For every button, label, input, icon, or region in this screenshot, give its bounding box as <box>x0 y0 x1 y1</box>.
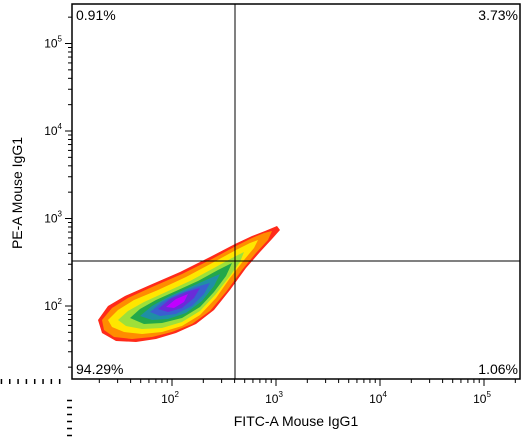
x-axis-title: FITC-A Mouse IgG1 <box>234 413 359 429</box>
density-layer-magenta <box>166 294 188 308</box>
x-tick-label: 104 <box>369 390 387 406</box>
density-cloud <box>98 226 280 342</box>
quadrant-lower-left-label: 94.29% <box>76 361 123 377</box>
x-tick-label: 103 <box>265 390 283 406</box>
x-tick-label: 105 <box>473 390 491 406</box>
y-tick-label: 105 <box>44 35 62 51</box>
quadrant-lower-right-label: 1.06% <box>478 361 518 377</box>
y-axis-title: PE-A Mouse IgG1 <box>9 137 25 249</box>
axes-group: -101102103104105102103104105 <box>0 16 516 437</box>
y-tick-label: 102 <box>44 297 62 313</box>
quadrant-upper-left-label: 0.91% <box>76 7 116 23</box>
y-tick-label: 103 <box>44 210 62 226</box>
y-tick-label: 104 <box>44 122 62 138</box>
x-tick-label: 102 <box>161 390 179 406</box>
quadrant-upper-right-label: 3.73% <box>478 7 518 23</box>
